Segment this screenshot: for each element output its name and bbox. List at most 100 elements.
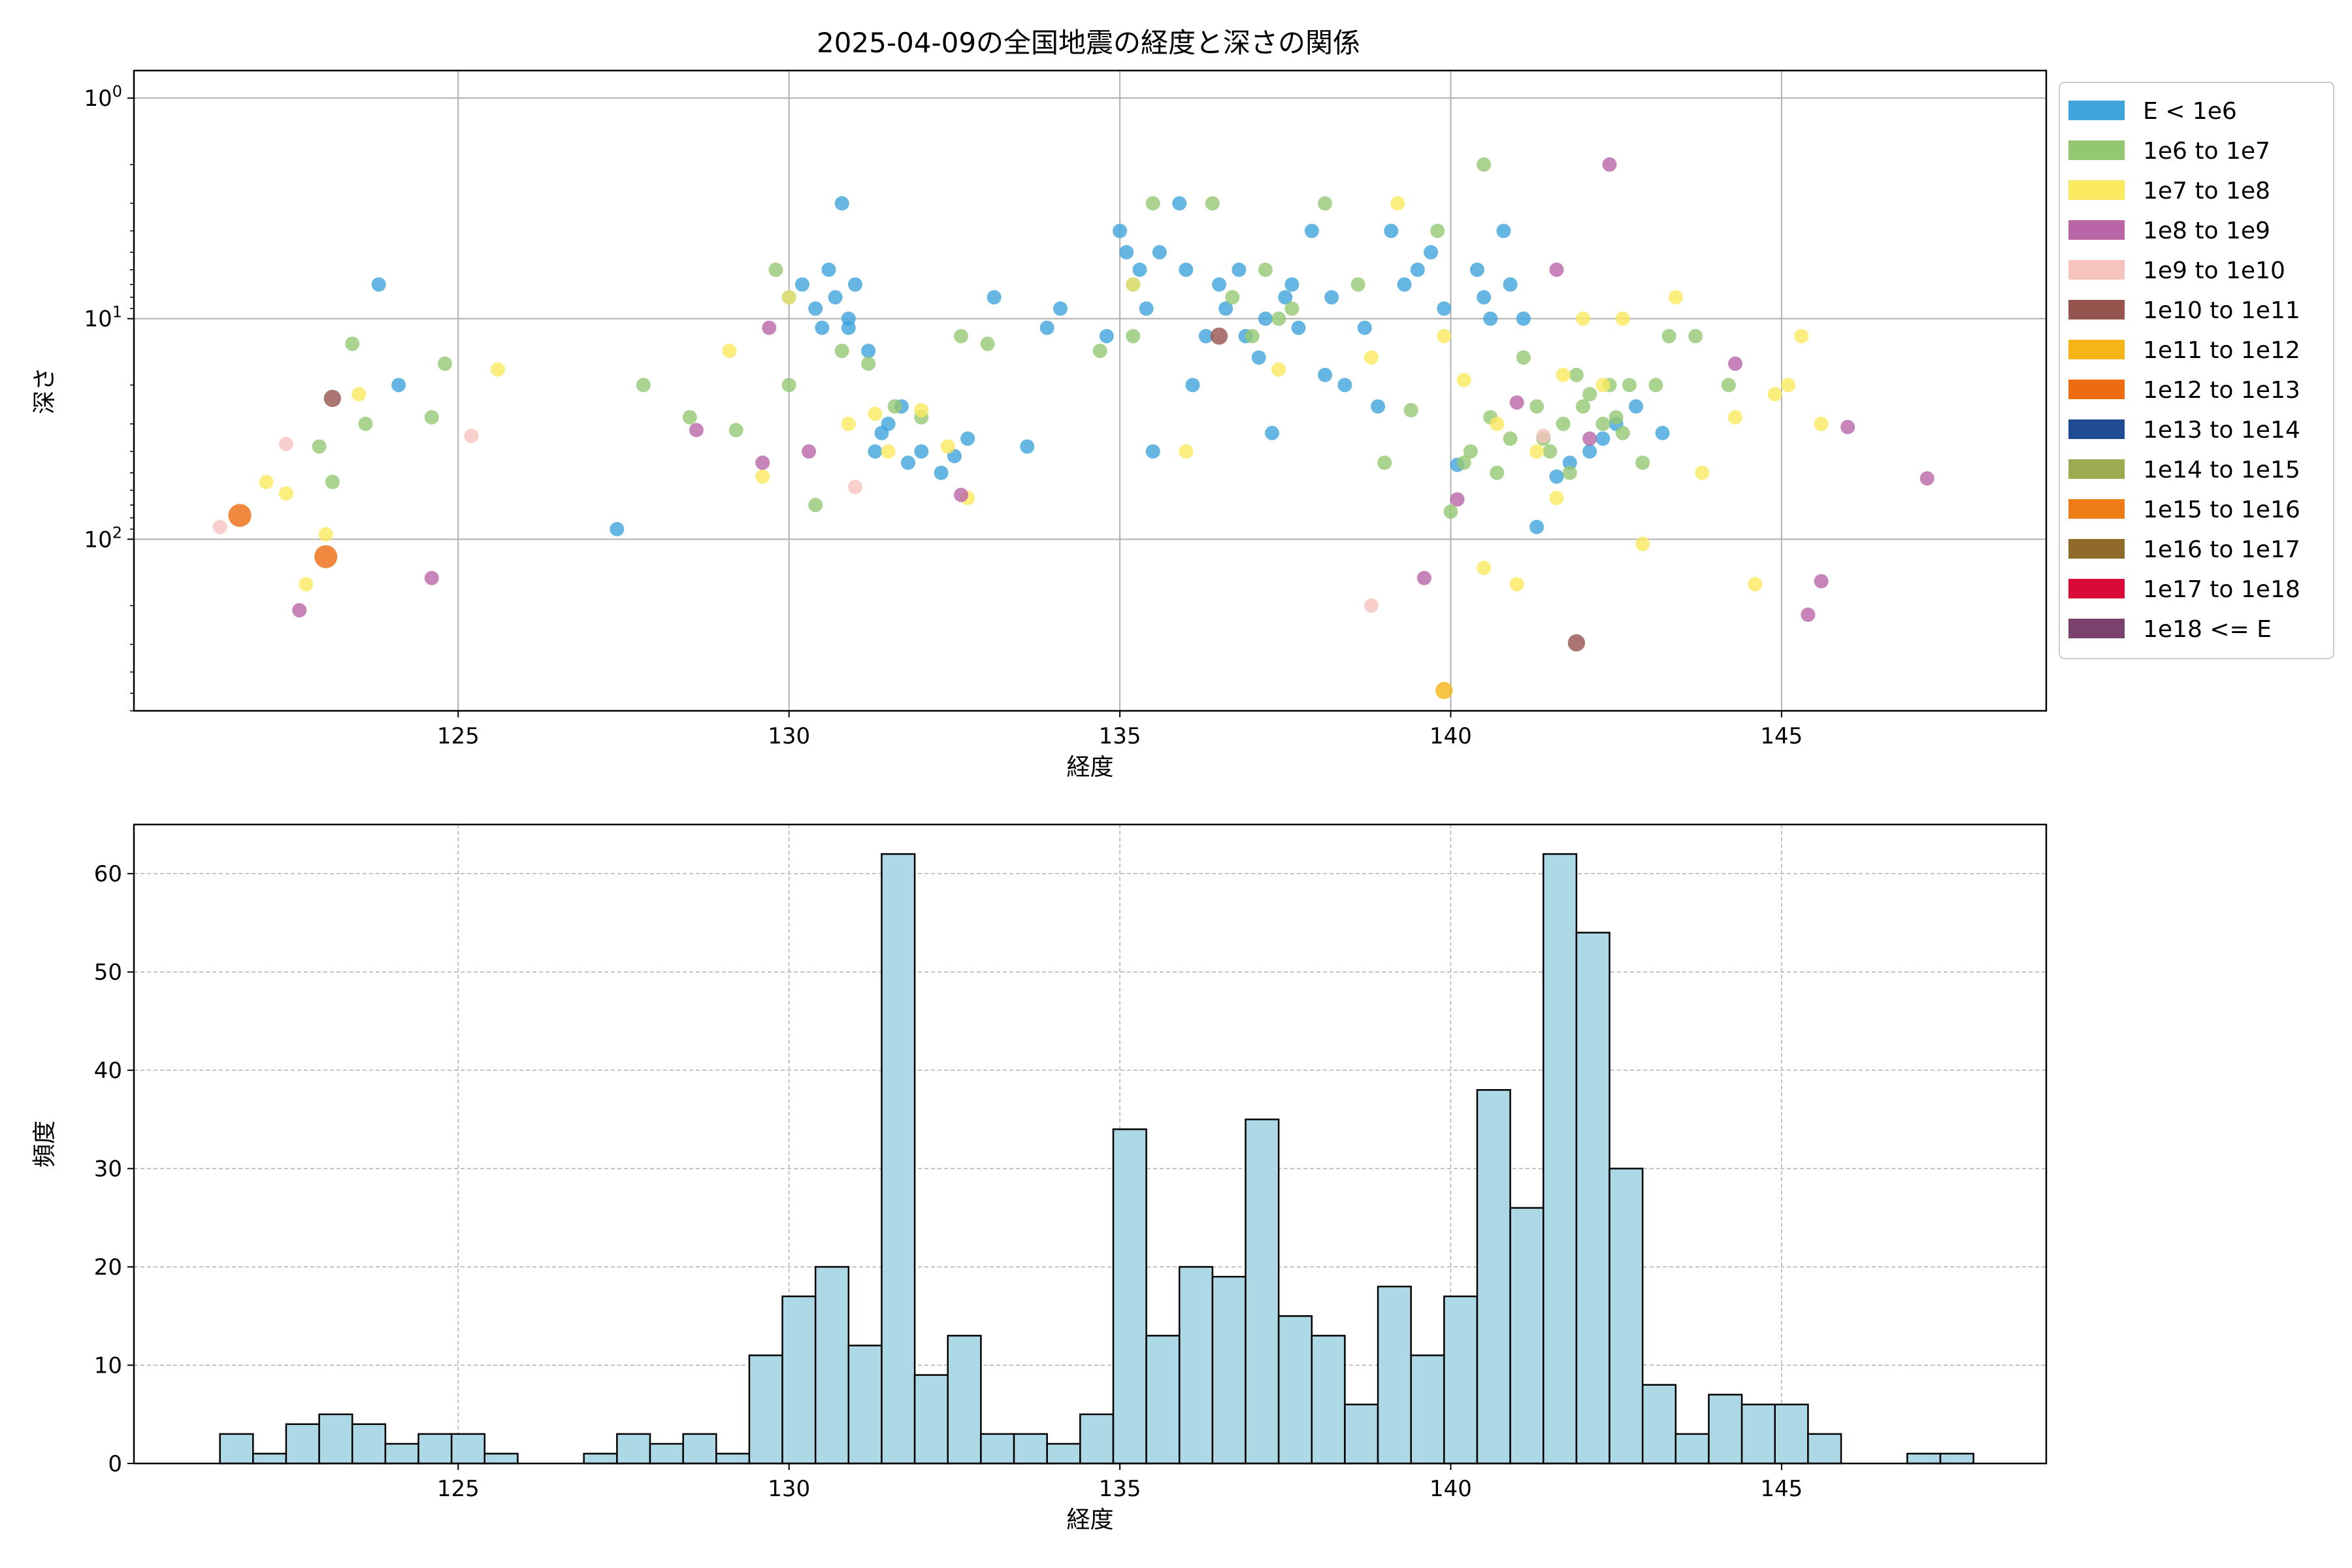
hist-bar — [1509, 1207, 1544, 1465]
scatter-series — [292, 157, 1935, 622]
scatter-point — [1318, 196, 1333, 211]
legend-swatch — [2068, 579, 2125, 598]
hist-bar — [1277, 1315, 1313, 1465]
hist-bar — [847, 1345, 883, 1465]
legend-label: 1e15 to 1e16 — [2143, 497, 2300, 523]
scatter-point — [1622, 378, 1637, 393]
scatter-point — [1477, 157, 1492, 172]
scatter-point — [1529, 444, 1544, 459]
hist-bar — [1708, 1394, 1743, 1465]
scatter-point — [900, 455, 915, 470]
scatter-point — [934, 465, 949, 480]
legend-swatch — [2068, 340, 2125, 359]
scatter-point — [1456, 455, 1471, 470]
scatter-point — [1748, 577, 1763, 592]
scatter-point — [755, 469, 770, 484]
hist-bar — [1641, 1384, 1677, 1465]
scatter-series — [212, 429, 1551, 613]
scatter-point — [1384, 223, 1399, 238]
scatter-point — [345, 336, 360, 351]
scatter-point — [1490, 416, 1505, 431]
scatter-point — [1840, 419, 1855, 434]
scatter-point — [808, 301, 823, 316]
legend-label: 1e14 to 1e15 — [2143, 457, 2300, 483]
scatter-point — [1039, 320, 1054, 335]
scatter-point — [861, 344, 876, 359]
scatter-point — [1132, 262, 1147, 277]
scatter-point — [1721, 378, 1736, 393]
scatter-point — [1450, 492, 1465, 507]
hist-x-tick-label: 140 — [1429, 1476, 1472, 1502]
scatter-point — [610, 521, 625, 536]
hist-bar — [781, 1295, 817, 1465]
scatter-y-axis-label: 深さ — [31, 367, 58, 414]
scatter-point — [1688, 329, 1703, 344]
scatter-point — [781, 290, 796, 305]
scatter-point — [1496, 223, 1511, 238]
legend-swatch — [2068, 459, 2125, 479]
scatter-x-tick-label: 125 — [437, 723, 480, 749]
scatter-point — [1463, 444, 1478, 459]
scatter-point — [1477, 561, 1492, 576]
scatter-point — [1210, 327, 1228, 345]
scatter-point — [887, 399, 902, 414]
scatter-point — [1271, 362, 1286, 377]
hist-bar — [616, 1433, 651, 1465]
scatter-series — [228, 504, 338, 568]
scatter-point — [424, 410, 439, 425]
legend-label: 1e7 to 1e8 — [2143, 178, 2270, 204]
legend-label: 1e13 to 1e14 — [2143, 417, 2300, 444]
scatter-point — [794, 277, 809, 292]
hist-x-tick-label: 145 — [1760, 1476, 1803, 1502]
scatter-point — [762, 320, 777, 335]
hist-bar — [682, 1433, 717, 1465]
scatter-point — [1318, 367, 1333, 382]
scatter-point — [940, 439, 955, 454]
scatter-point — [1424, 245, 1439, 260]
scatter-point — [1350, 277, 1365, 292]
hist-bar — [384, 1443, 419, 1465]
hist-bar — [252, 1452, 287, 1465]
scatter-point — [1615, 311, 1630, 326]
scatter-point — [1437, 301, 1452, 316]
figure-title: 2025-04-09の全国地震の経度と深さの関係 — [817, 27, 1360, 59]
scatter-point — [1179, 262, 1194, 277]
hist-bar — [1046, 1443, 1081, 1465]
scatter-point — [1648, 378, 1663, 393]
scatter-point — [1509, 395, 1524, 410]
legend-swatch — [2068, 499, 2125, 519]
hist-bar — [1079, 1413, 1115, 1465]
scatter-point — [1549, 469, 1564, 484]
legend-swatch — [2068, 180, 2125, 200]
scatter-point — [1291, 320, 1306, 335]
hist-bar — [1377, 1285, 1412, 1465]
scatter-point — [841, 320, 856, 335]
scatter-point — [1516, 311, 1531, 326]
hist-bar — [219, 1433, 254, 1465]
scatter-point — [755, 455, 770, 470]
scatter-point — [1218, 301, 1233, 316]
scatter-x-axis-label: 経度 — [1066, 754, 1113, 781]
legend-label: 1e10 to 1e11 — [2143, 297, 2300, 324]
scatter-point — [299, 577, 314, 592]
scatter-point — [1443, 504, 1458, 519]
scatter-point — [325, 474, 340, 489]
scatter-point — [1582, 431, 1597, 446]
scatter-point — [1284, 301, 1299, 316]
scatter-point — [1549, 262, 1564, 277]
scatter-point — [1205, 196, 1220, 211]
scatter-point — [312, 439, 327, 454]
scatter-point — [828, 290, 843, 305]
scatter-point — [1371, 399, 1386, 414]
hist-bar — [913, 1374, 949, 1465]
scatter-point — [914, 402, 929, 417]
hist-bar — [1575, 932, 1610, 1465]
hist-bar — [483, 1452, 519, 1465]
scatter-point — [1245, 329, 1260, 344]
scatter-point — [1390, 196, 1405, 211]
hist-bar — [1674, 1433, 1710, 1465]
hist-bar — [881, 853, 916, 1465]
legend-label: 1e18 <= E — [2143, 616, 2272, 643]
hist-bar — [1807, 1433, 1842, 1465]
scatter-point — [1435, 681, 1453, 700]
